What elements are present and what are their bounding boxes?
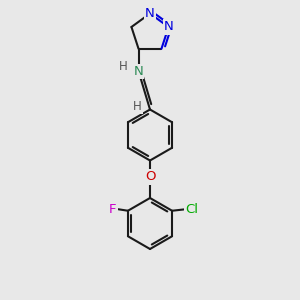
Text: N: N [164,20,173,34]
Text: O: O [145,170,155,184]
Text: Cl: Cl [185,203,198,216]
Text: H: H [119,60,128,73]
Text: N: N [145,7,155,20]
Text: F: F [109,203,117,216]
Text: N: N [134,65,143,78]
Text: H: H [133,100,142,113]
